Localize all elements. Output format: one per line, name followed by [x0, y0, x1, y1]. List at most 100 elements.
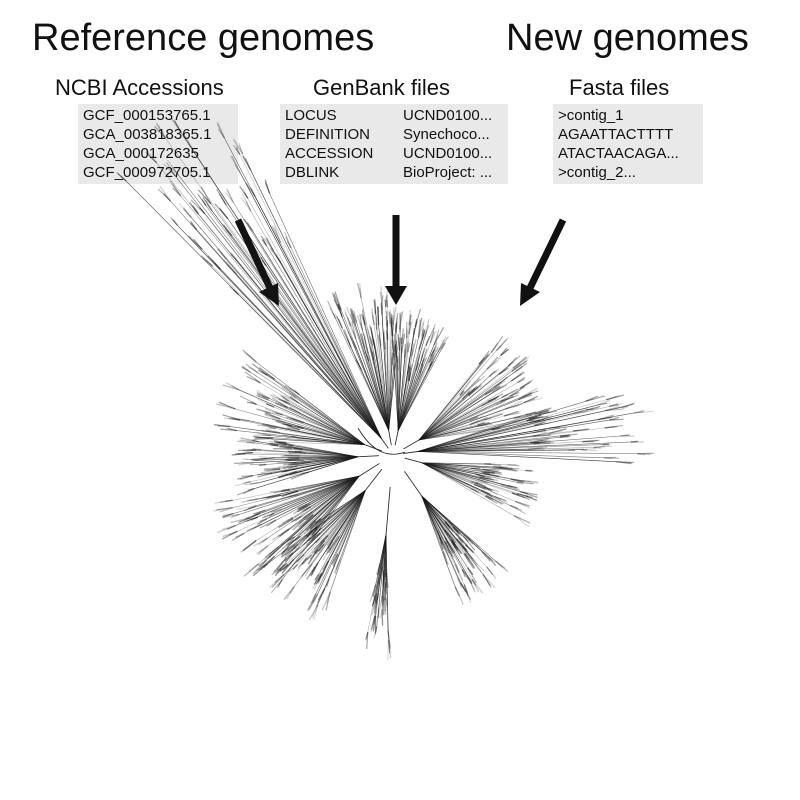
tree-branch	[388, 311, 391, 325]
tree-branch	[440, 342, 445, 350]
tree-branch	[170, 170, 176, 177]
tree-branch	[254, 509, 266, 515]
tree-branch	[344, 312, 352, 327]
tree-branch	[421, 462, 475, 485]
tree-branch	[281, 559, 295, 574]
tree-branch	[341, 316, 389, 431]
tree-branch	[586, 407, 599, 411]
tree-branch	[280, 395, 290, 402]
tree-branch	[267, 442, 279, 447]
tree-branch	[229, 285, 239, 295]
tree-branch	[282, 476, 360, 580]
tree-branch	[298, 503, 308, 509]
tree-branch	[230, 517, 250, 524]
tree-branch	[481, 397, 498, 407]
tree-branch	[573, 410, 586, 414]
tree-branch	[222, 513, 234, 518]
tree-branch	[424, 331, 428, 338]
tree-branch	[496, 400, 507, 406]
tree-branch	[259, 463, 267, 466]
tree-branch	[418, 401, 488, 441]
tree-branch	[258, 367, 276, 380]
tree-branch	[279, 446, 293, 450]
arrow-fasta-to-tree	[520, 218, 567, 306]
tree-branch	[387, 640, 390, 661]
tree-branch	[491, 427, 500, 431]
tree-branch	[339, 309, 389, 431]
genbank-field-key: ACCESSION	[285, 145, 374, 162]
tree-branch	[237, 462, 254, 466]
tree-branch	[246, 441, 256, 444]
tree-branch	[251, 509, 266, 517]
tree-branch	[597, 402, 607, 406]
tree-branch	[294, 490, 366, 587]
tree-branch	[399, 312, 402, 330]
tree-branch	[283, 399, 291, 405]
tree-branch	[421, 462, 478, 480]
tree-branch	[317, 573, 323, 584]
tree-branch	[421, 319, 425, 337]
tree-branch	[287, 425, 300, 431]
tree-branch	[279, 528, 290, 537]
tree-branch	[373, 299, 377, 315]
tree-branch	[483, 472, 490, 476]
tree-branch	[509, 504, 523, 512]
tree-branch	[511, 360, 528, 372]
tree-branch	[245, 451, 253, 454]
tree-branch	[265, 238, 274, 252]
tree-branch	[421, 495, 465, 554]
tree-branch	[470, 467, 483, 472]
tree-branch	[534, 437, 550, 443]
tree-branch	[294, 450, 302, 453]
tree-branch	[382, 590, 385, 606]
tree-branch	[283, 423, 300, 431]
tree-branch	[397, 381, 410, 431]
tree-branch	[337, 303, 343, 318]
tree-branch	[311, 528, 318, 537]
tree-branch	[190, 199, 206, 215]
tree-branch	[522, 480, 539, 484]
tree-branch	[264, 179, 271, 194]
tree-branch	[604, 425, 616, 429]
tree-branch	[298, 503, 311, 510]
tree-branch	[245, 363, 259, 374]
tree-branch	[218, 193, 227, 206]
tree-branch	[251, 457, 267, 461]
tree-branch	[243, 563, 260, 577]
tree-branch	[469, 420, 479, 426]
tree-branch	[273, 440, 294, 447]
tree-branch	[266, 494, 282, 499]
tree-branch	[261, 424, 276, 430]
tree-branch	[332, 294, 340, 311]
tree-branch	[333, 553, 339, 568]
tree-branch	[241, 155, 252, 171]
tree-branch	[276, 579, 283, 589]
tree-branch	[523, 397, 543, 404]
tree-branch	[372, 337, 389, 431]
tree-branch	[418, 424, 471, 441]
tree-branch	[604, 456, 617, 459]
tree-branch	[421, 495, 446, 523]
tree-branch	[397, 360, 422, 431]
tree-branch	[309, 517, 322, 529]
tree-branch	[274, 475, 360, 557]
tree-branch	[326, 532, 337, 547]
tree-branch	[494, 380, 506, 389]
tree-branch	[518, 394, 532, 401]
tree-branch	[418, 367, 514, 441]
tree-branch	[280, 242, 382, 439]
tree-branch	[573, 410, 588, 414]
tree-branch	[266, 519, 277, 527]
tree-branch	[421, 330, 426, 340]
tree-branch	[481, 471, 495, 474]
tree-branch	[289, 406, 301, 414]
tree-branch	[407, 342, 411, 353]
tree-branch	[362, 329, 389, 431]
tree-branch	[389, 311, 391, 325]
tree-branch	[313, 572, 323, 585]
tree-branch	[615, 461, 632, 464]
tree-branch	[221, 530, 238, 540]
tree-branch	[369, 325, 374, 338]
tree-branch	[488, 369, 498, 378]
tree-branch	[637, 453, 651, 455]
